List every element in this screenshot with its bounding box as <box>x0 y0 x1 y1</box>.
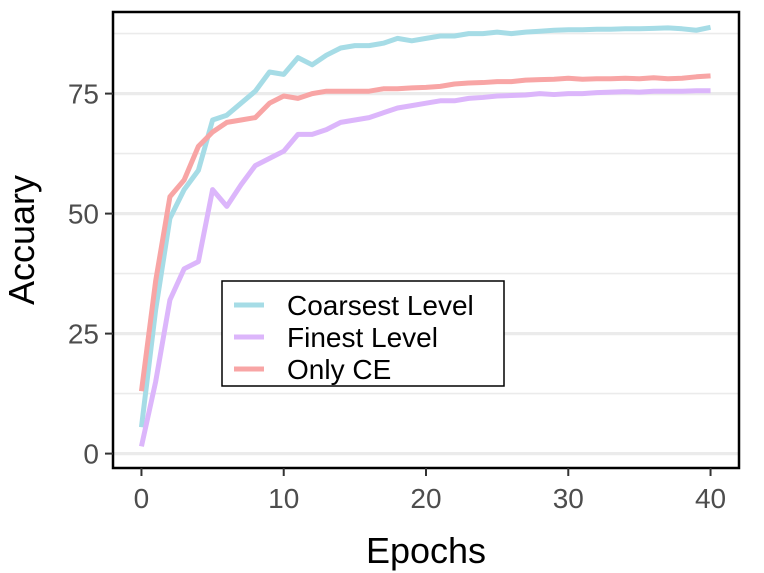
x-tick-label: 30 <box>553 483 584 514</box>
y-axis-title: Accuary <box>1 175 42 305</box>
y-tick-label: 0 <box>83 439 99 470</box>
legend-label: Only CE <box>287 354 391 385</box>
legend-label: Finest Level <box>287 322 438 353</box>
x-axis-title: Epochs <box>366 530 486 571</box>
x-tick-label: 10 <box>268 483 299 514</box>
series-line <box>139 88 711 447</box>
y-tick-label: 75 <box>68 79 99 110</box>
y-tick-label: 50 <box>68 199 99 230</box>
axis-layer: 0 10 20 30 40 0 25 50 75 <box>68 79 726 514</box>
y-tick-label: 25 <box>68 319 99 350</box>
x-tick-label: 40 <box>695 483 726 514</box>
x-tick-label: 20 <box>410 483 441 514</box>
grid-layer <box>113 32 739 456</box>
x-tick-label: 0 <box>134 483 150 514</box>
series-line <box>138 73 711 392</box>
series-layer <box>138 24 712 447</box>
series-line <box>138 24 712 428</box>
legend-label: Coarsest Level <box>287 290 474 321</box>
legend-box <box>221 280 505 387</box>
